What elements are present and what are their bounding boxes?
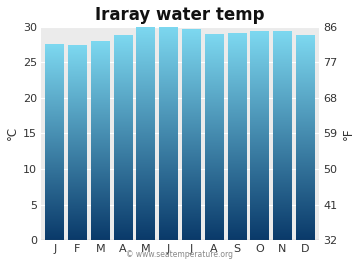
Text: © www.seatemperature.org: © www.seatemperature.org <box>126 250 234 259</box>
Y-axis label: °F: °F <box>341 127 355 140</box>
Y-axis label: °C: °C <box>5 126 19 140</box>
Title: Iraray water temp: Iraray water temp <box>95 5 265 24</box>
